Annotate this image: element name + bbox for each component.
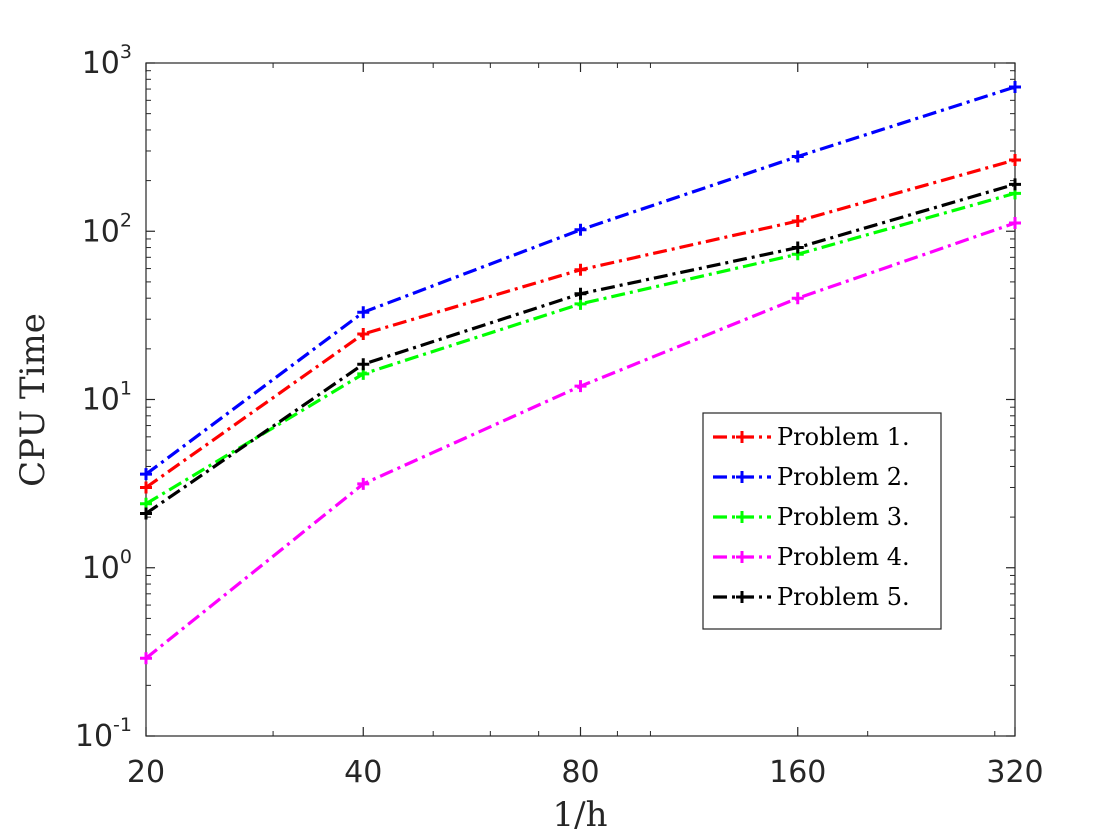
- y-tick-exponent: -1: [113, 714, 132, 736]
- legend-item: Problem 4.: [713, 543, 910, 571]
- y-tick-exponent: 3: [120, 41, 132, 63]
- data-point-marker: [140, 468, 152, 481]
- legend-item: Problem 2.: [713, 463, 910, 491]
- data-point-marker: [140, 652, 152, 665]
- data-point-marker: [357, 358, 370, 371]
- data-point-marker: [1009, 81, 1021, 94]
- legend-label: Problem 2.: [777, 463, 910, 491]
- legend-marker-sample: [736, 471, 748, 483]
- data-point-marker: [791, 292, 804, 305]
- data-point-marker: [791, 215, 804, 228]
- x-tick-label: 40: [344, 755, 382, 790]
- data-point-marker: [791, 241, 804, 254]
- legend-label: Problem 3.: [777, 503, 910, 531]
- y-tick-label: 102: [82, 209, 132, 249]
- data-point-marker: [1009, 216, 1021, 229]
- legend-item: Problem 3.: [713, 503, 910, 531]
- legend-item: Problem 1.: [713, 423, 910, 451]
- legend-label: Problem 1.: [777, 423, 910, 451]
- y-tick-base: 10: [82, 383, 120, 418]
- x-tick-label: 320: [986, 755, 1043, 790]
- legend-marker-sample: [736, 511, 748, 523]
- legend-marker-sample: [736, 591, 748, 603]
- x-tick-label: 80: [561, 755, 599, 790]
- x-axis-label: 1/h: [553, 795, 608, 835]
- series-4: [140, 216, 1021, 665]
- y-tick-label: 10-1: [75, 714, 132, 754]
- data-point-marker: [1009, 154, 1021, 167]
- legend-marker-sample: [736, 551, 748, 563]
- y-tick-base: 10: [82, 46, 120, 81]
- y-axis-label: CPU Time: [13, 313, 53, 487]
- data-point-marker: [574, 263, 587, 276]
- data-point-marker: [357, 477, 370, 490]
- data-point-marker: [574, 380, 587, 393]
- legend-label: Problem 5.: [777, 583, 910, 611]
- series-1: [140, 154, 1021, 494]
- data-point-marker: [574, 223, 587, 236]
- y-tick-base: 10: [82, 214, 120, 249]
- legend: Problem 1. Problem 2. Problem 3. Problem 4.…: [702, 412, 942, 630]
- series-2: [140, 81, 1021, 481]
- series-5: [140, 178, 1021, 520]
- y-tick-label: 103: [82, 41, 132, 81]
- x-axis-ticks: 20 40 80 160 320: [127, 63, 1044, 790]
- plot-area: [145, 62, 1016, 737]
- y-tick-base: 10: [75, 719, 113, 754]
- data-point-marker: [1009, 178, 1021, 191]
- data-point-marker: [140, 481, 152, 494]
- data-point-marker: [574, 287, 587, 300]
- data-point-marker: [574, 297, 587, 310]
- y-tick-label: 100: [82, 546, 132, 586]
- y-tick-exponent: 1: [120, 378, 132, 400]
- data-point-marker: [140, 507, 152, 520]
- series-layer: [140, 81, 1021, 665]
- minor-ticks: [146, 63, 1015, 736]
- legend-marker-sample: [736, 431, 748, 443]
- data-point-marker: [357, 328, 370, 341]
- y-tick-label: 101: [82, 378, 132, 418]
- series-line: [145, 191, 1016, 506]
- y-tick-exponent: 0: [120, 546, 132, 568]
- legend-item: Problem 5.: [713, 583, 910, 611]
- x-tick-label: 160: [769, 755, 826, 790]
- data-point-marker: [357, 306, 370, 319]
- y-tick-base: 10: [82, 551, 120, 586]
- data-point-marker: [791, 150, 804, 163]
- y-tick-exponent: 2: [120, 209, 132, 231]
- x-tick-label: 20: [127, 755, 165, 790]
- legend-label: Problem 4.: [777, 543, 910, 571]
